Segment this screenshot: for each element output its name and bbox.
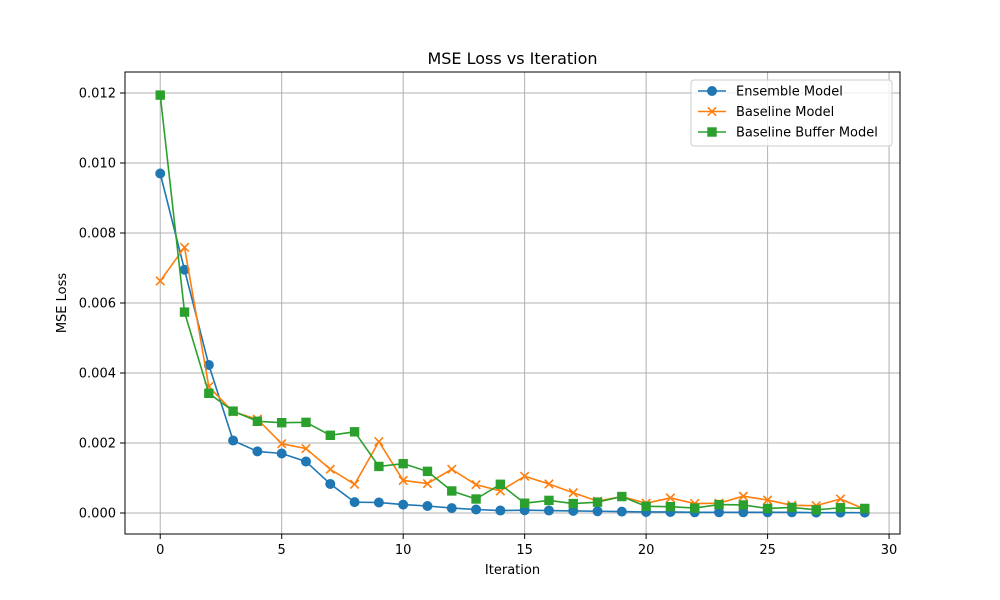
data-point — [665, 502, 676, 512]
chart-title: MSE Loss vs Iteration — [427, 49, 597, 68]
data-point — [155, 168, 166, 179]
data-point — [204, 388, 214, 399]
data-point — [471, 494, 481, 504]
data-point — [422, 501, 433, 511]
data-point — [738, 491, 749, 501]
data-point — [398, 475, 408, 486]
data-point — [665, 493, 676, 503]
data-point — [276, 448, 287, 459]
data-point — [276, 438, 287, 449]
legend-marker — [707, 106, 717, 117]
data-point — [447, 486, 457, 496]
series-layer — [155, 90, 870, 518]
data-point — [544, 495, 554, 506]
data-point — [300, 456, 311, 467]
data-point — [301, 443, 311, 454]
y-tick-label: 0.000 — [79, 507, 116, 522]
data-point — [543, 505, 554, 516]
x-tick-label: 0 — [156, 543, 164, 558]
data-point — [155, 90, 165, 100]
y-axis-label: MSE Loss — [55, 273, 70, 334]
data-point — [179, 242, 190, 253]
legend-label: Baseline Model — [736, 105, 834, 120]
x-tick-label: 20 — [638, 543, 655, 558]
data-point — [568, 498, 578, 509]
data-point — [374, 461, 384, 472]
data-point — [325, 478, 336, 489]
x-tick-label: 30 — [881, 543, 898, 558]
data-point — [519, 498, 530, 508]
data-point — [495, 479, 506, 490]
y-tick-label: 0.010 — [79, 157, 116, 172]
y-tick-label: 0.008 — [79, 227, 116, 242]
legend-label: Ensemble Model — [736, 85, 843, 100]
y-tick-label: 0.006 — [79, 297, 116, 312]
data-point — [519, 471, 530, 482]
y-tick-label: 0.002 — [79, 437, 116, 452]
data-point — [373, 497, 384, 508]
data-point — [762, 503, 773, 514]
data-point — [471, 479, 481, 490]
legend: Ensemble Model Baseline Model Baseline Buf… — [690, 79, 893, 147]
data-point — [228, 435, 239, 446]
data-point — [592, 506, 603, 517]
data-point — [714, 499, 724, 510]
data-point — [568, 487, 579, 498]
data-point — [374, 436, 384, 447]
data-point — [738, 500, 748, 510]
data-point — [349, 497, 360, 508]
x-tick-label: 25 — [759, 543, 776, 558]
data-point — [762, 495, 773, 505]
data-point — [835, 503, 846, 513]
legend-marker — [707, 86, 717, 96]
data-point — [325, 430, 335, 441]
tick-layer: 0 5 10 15 20 25 30 0.000 0.002 0.004 0.006 0.008 0.0… — [79, 87, 898, 559]
legend-marker — [707, 127, 717, 137]
x-tick-label: 5 — [278, 543, 286, 558]
data-point — [787, 502, 797, 513]
series-baseline-buffer-model — [155, 90, 870, 515]
x-tick-label: 10 — [395, 543, 412, 558]
data-point — [301, 417, 311, 428]
data-point — [179, 307, 190, 317]
data-point — [349, 427, 360, 437]
data-point — [811, 505, 821, 515]
legend-label: Baseline Buffer Model — [736, 126, 878, 141]
data-point — [252, 446, 263, 457]
y-tick-label: 0.012 — [79, 87, 116, 102]
data-point — [155, 276, 165, 286]
x-axis-label: Iteration — [485, 563, 540, 578]
data-point — [690, 503, 700, 513]
data-point — [398, 458, 408, 469]
data-point — [616, 506, 627, 517]
data-point — [349, 479, 360, 490]
grid-layer — [125, 72, 900, 534]
data-point — [277, 418, 287, 428]
data-point — [252, 416, 263, 427]
data-point — [422, 478, 433, 489]
data-point — [446, 503, 457, 514]
data-point — [446, 464, 457, 475]
data-point — [835, 494, 846, 504]
data-point — [592, 497, 603, 507]
data-point — [495, 505, 506, 516]
data-point — [422, 466, 433, 477]
data-point — [228, 406, 238, 416]
data-point — [544, 479, 554, 489]
data-point — [860, 503, 870, 514]
x-tick-label: 15 — [516, 543, 533, 558]
data-point — [471, 504, 482, 515]
y-tick-label: 0.004 — [79, 367, 116, 382]
data-point — [325, 464, 336, 475]
legend-box — [690, 79, 893, 147]
data-point — [398, 499, 409, 510]
data-point — [617, 491, 627, 502]
data-point — [641, 501, 651, 512]
